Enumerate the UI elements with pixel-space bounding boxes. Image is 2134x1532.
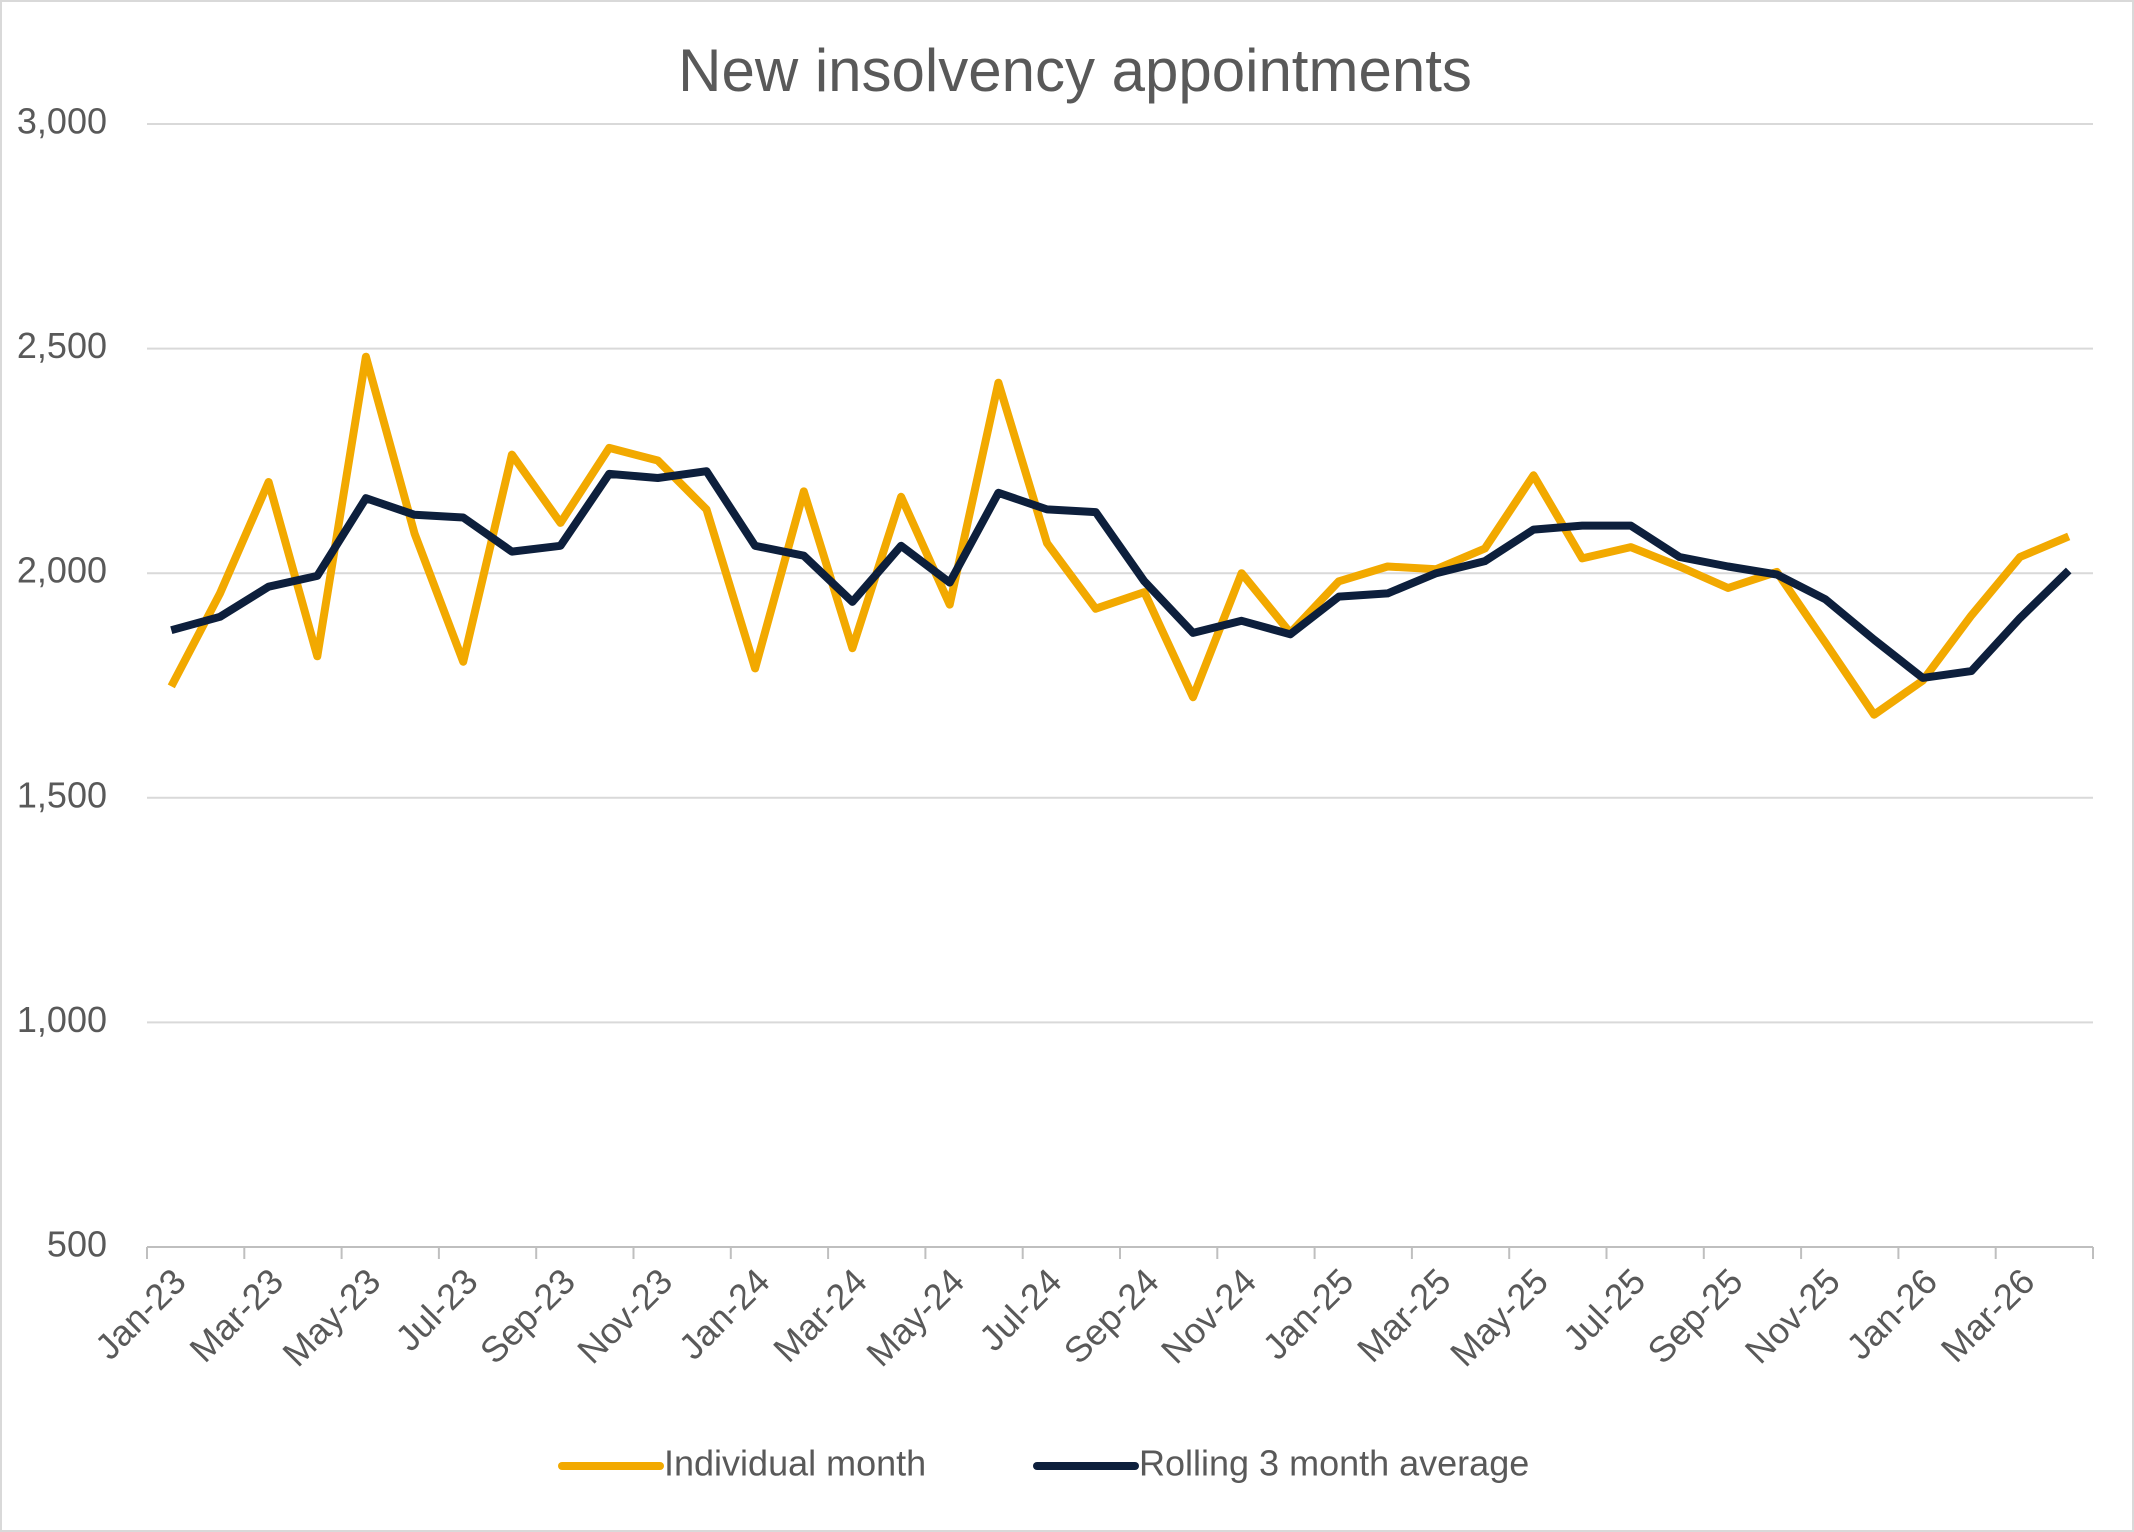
legend-label: Individual month — [664, 1443, 926, 1484]
y-tick-label: 1,500 — [17, 774, 107, 815]
y-tick-label: 2,000 — [17, 550, 107, 591]
y-tick-label: 1,000 — [17, 999, 107, 1040]
y-tick-label: 3,000 — [17, 101, 107, 142]
series-line — [170, 467, 2072, 682]
series-line — [167, 352, 2071, 719]
y-tick-label: 500 — [47, 1224, 107, 1265]
y-tick-label: 2,500 — [17, 325, 107, 366]
legend-label: Rolling 3 month average — [1139, 1443, 1529, 1484]
chart-title: New insolvency appointments — [678, 37, 1472, 104]
